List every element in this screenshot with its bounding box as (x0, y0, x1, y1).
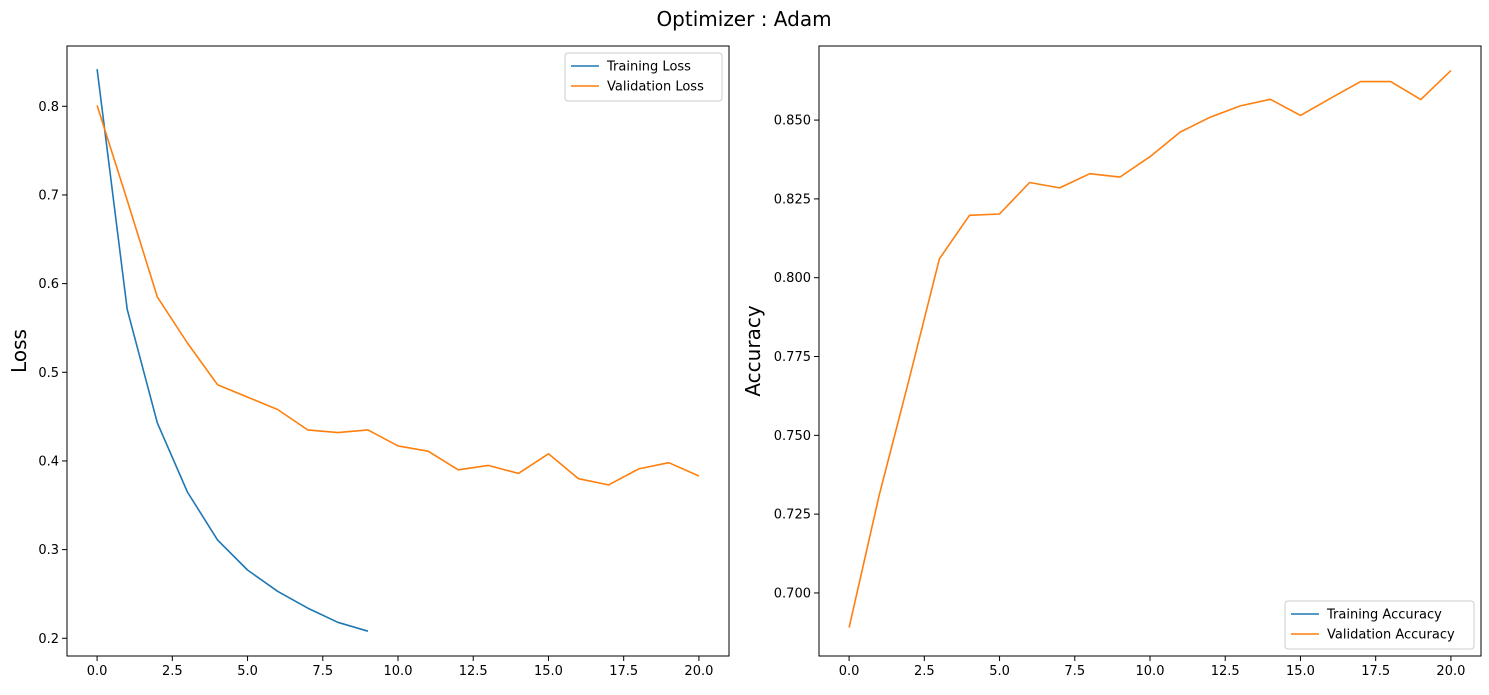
validation-loss-legend-label: Validation Loss (607, 80, 704, 95)
loss-x-tick-label: 20.0 (684, 664, 713, 679)
accuracy-y-tick-label: 0.825 (774, 192, 811, 207)
accuracy-x-tick-label: 5.0 (989, 664, 1010, 679)
loss-y-tick-label: 0.2 (38, 632, 59, 647)
accuracy-x-tick-label: 7.5 (1064, 664, 1085, 679)
figure-suptitle: Optimizer : Adam (656, 7, 831, 31)
accuracy-y-tick-label: 0.850 (774, 114, 811, 129)
accuracy-y-tick-label: 0.700 (774, 586, 811, 601)
accuracy-y-axis-label: Accuracy (741, 305, 765, 396)
loss-legend-box (564, 52, 723, 102)
accuracy-legend-box (1284, 600, 1475, 650)
training-loss-line (96, 69, 369, 632)
accuracy-x-tick-label: 0.0 (839, 664, 860, 679)
loss-y-tick-label: 0.3 (38, 543, 59, 558)
loss-y-axis-label: Loss (7, 329, 31, 373)
accuracy-y-tick-label: 0.800 (774, 271, 811, 286)
loss-chart: 0.0 2.5 5.0 7.5 10.0 12.5 15.0 17.5 20.0 0.2 0.3 0.… (7, 45, 730, 679)
loss-legend: Training Loss Validation Loss (564, 52, 723, 102)
accuracy-x-tick-label: 10.0 (1136, 664, 1165, 679)
loss-x-tick-label: 17.5 (609, 664, 638, 679)
accuracy-y-tick-label: 0.775 (774, 350, 811, 365)
loss-axes-frame (66, 45, 730, 657)
loss-x-tick-label: 5.0 (237, 664, 258, 679)
accuracy-legend: Training Accuracy Validation Accuracy (1284, 600, 1475, 650)
loss-y-tick-label: 0.6 (38, 277, 59, 292)
loss-y-tick-label: 0.8 (38, 100, 59, 115)
accuracy-y-tick-label: 0.750 (774, 429, 811, 444)
loss-y-tick-label: 0.7 (38, 188, 59, 203)
training-accuracy-legend-label: Training Accuracy (1326, 608, 1442, 623)
loss-x-tick-label: 15.0 (534, 664, 563, 679)
accuracy-x-tick-label: 12.5 (1211, 664, 1240, 679)
loss-y-tick-label: 0.4 (38, 454, 59, 469)
accuracy-x-tick-label: 15.0 (1286, 664, 1315, 679)
loss-x-tick-label: 12.5 (459, 664, 488, 679)
training-loss-legend-label: Training Loss (606, 60, 691, 75)
accuracy-chart: 0.0 2.5 5.0 7.5 10.0 12.5 15.0 17.5 20.0 0.700 0.7… (741, 45, 1482, 679)
loss-x-tick-label: 2.5 (162, 664, 183, 679)
validation-loss-line (96, 105, 700, 486)
loss-y-tick-label: 0.5 (38, 366, 59, 381)
loss-x-tick-label: 0.0 (87, 664, 108, 679)
accuracy-x-tick-label: 17.5 (1361, 664, 1390, 679)
accuracy-x-tick-label: 2.5 (914, 664, 935, 679)
accuracy-x-tick-label: 20.0 (1436, 664, 1465, 679)
loss-x-tick-label: 7.5 (312, 664, 333, 679)
accuracy-axes-frame (818, 45, 1482, 657)
loss-x-tick-label: 10.0 (384, 664, 413, 679)
validation-accuracy-legend-label: Validation Accuracy (1327, 628, 1455, 643)
accuracy-y-tick-label: 0.725 (774, 508, 811, 523)
validation-accuracy-line (848, 70, 1452, 628)
